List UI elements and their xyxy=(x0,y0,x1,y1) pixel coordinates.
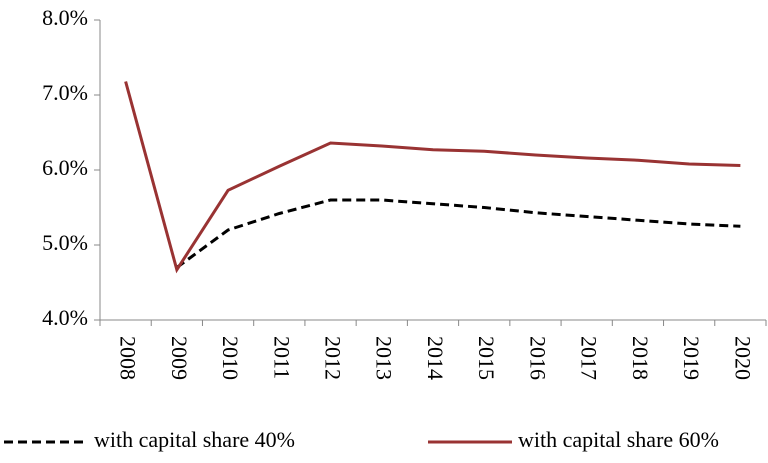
x-tick-label: 2010 xyxy=(218,336,243,380)
series-line xyxy=(175,198,741,269)
x-tick-label: 2012 xyxy=(320,336,345,380)
x-tick-label: 2011 xyxy=(269,336,294,379)
y-tick-label: 7.0% xyxy=(42,80,88,105)
x-tick-label: 2015 xyxy=(474,336,499,380)
series-line xyxy=(124,81,741,274)
x-tick-label: 2018 xyxy=(628,336,653,380)
y-tick-label: 6.0% xyxy=(42,155,88,180)
y-tick-label: 4.0% xyxy=(42,305,88,330)
y-tick-label: 8.0% xyxy=(42,5,88,30)
x-tick-label: 2017 xyxy=(577,336,602,380)
x-tick-label: 2019 xyxy=(679,336,704,380)
legend-label: with capital share 40% xyxy=(94,427,295,452)
y-tick-label: 5.0% xyxy=(42,230,88,255)
x-tick-label: 2008 xyxy=(116,336,141,380)
x-tick-label: 2013 xyxy=(372,336,397,380)
x-tick-label: 2014 xyxy=(423,336,448,380)
legend-label: with capital share 60% xyxy=(518,427,719,452)
x-tick-label: 2016 xyxy=(525,336,550,380)
x-tick-label: 2020 xyxy=(730,336,755,380)
x-tick-label: 2009 xyxy=(167,336,192,380)
